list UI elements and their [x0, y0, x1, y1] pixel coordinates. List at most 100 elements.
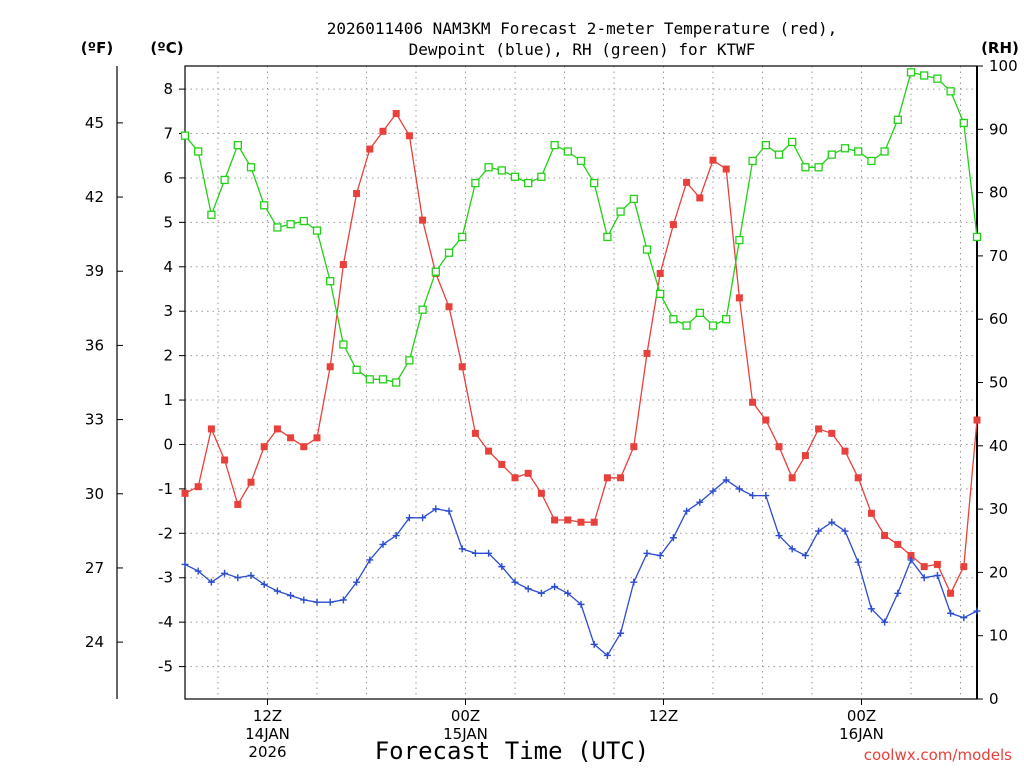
- fahrenheit-tick-label: 42: [85, 188, 104, 206]
- rh-point: [576, 156, 586, 166]
- temperature-point: [537, 489, 545, 497]
- rh-point: [418, 305, 427, 314]
- dewpoint-point: [445, 507, 453, 515]
- rh-point: [550, 140, 559, 150]
- dewpoint-point: [947, 609, 955, 617]
- temperature-point: [366, 145, 374, 153]
- rh-point: [840, 144, 850, 153]
- temperature-point: [181, 489, 189, 497]
- rh-point: [260, 201, 269, 210]
- rh-tick-label: 40: [989, 437, 1008, 455]
- rh-point: [510, 172, 520, 181]
- dewpoint-point: [379, 540, 387, 548]
- rh-tick-label: 20: [989, 563, 1008, 581]
- rh-point: [827, 150, 836, 159]
- rh-tick-label: 0: [989, 690, 999, 708]
- temperature-point: [194, 483, 202, 491]
- temperature-point: [326, 363, 334, 371]
- dewpoint-point: [366, 556, 374, 564]
- dewpoint-point: [735, 485, 743, 493]
- dewpoint-point: [960, 614, 968, 622]
- temperature-point: [564, 516, 572, 524]
- temperature-point: [788, 474, 796, 482]
- rh-point: [392, 378, 401, 387]
- fahrenheit-tick-label: 36: [85, 336, 104, 354]
- dewpoint-point: [828, 518, 836, 526]
- temperature-point: [247, 478, 255, 486]
- dewpoint-point: [221, 569, 229, 577]
- temperature-point: [392, 110, 400, 118]
- temperature-point: [801, 452, 809, 460]
- dewpoint-point: [432, 505, 440, 513]
- rh-point: [299, 216, 308, 226]
- temperature-point: [630, 443, 638, 451]
- rh-point: [735, 235, 744, 245]
- rh-point: [378, 375, 388, 384]
- rh-point: [220, 175, 229, 185]
- dewpoint-point: [643, 549, 651, 557]
- dewpoint-point: [775, 532, 783, 540]
- temperature-point: [221, 456, 229, 464]
- temperature-point: [907, 552, 915, 560]
- dewpoint-point: [656, 552, 664, 560]
- temperature-point: [828, 429, 836, 437]
- fahrenheit-tick-label: 45: [85, 114, 104, 132]
- rh-point: [920, 71, 929, 80]
- dewpoint-point: [696, 498, 704, 506]
- temperature-point: [524, 469, 532, 477]
- temperature-point: [603, 474, 611, 482]
- temperature-point: [287, 434, 295, 442]
- temperature-point: [669, 221, 677, 229]
- dewpoint-point: [181, 560, 189, 568]
- rh-axis-ticks: 0 10 20 30 40 50 60 70 80 90 100: [977, 57, 1018, 708]
- rh-point: [444, 248, 454, 257]
- dewpoint-point: [300, 596, 308, 604]
- dewpoint-point: [881, 618, 889, 626]
- rh-point: [286, 220, 295, 229]
- time-tick-label: 12Z: [253, 707, 282, 725]
- dewpoint-point: [207, 578, 215, 586]
- temperature-point: [551, 516, 559, 524]
- temperature-point: [947, 589, 955, 597]
- temperature-point: [273, 425, 281, 433]
- temperature-point: [234, 500, 242, 508]
- dewpoint-point: [973, 607, 981, 615]
- fahrenheit-unit-label: (ºF): [81, 39, 113, 57]
- temperature-point: [419, 216, 427, 224]
- dewpoint-point: [339, 596, 347, 604]
- dewpoint-point: [815, 527, 823, 535]
- dewpoint-point: [683, 507, 691, 515]
- rh-point: [656, 289, 665, 299]
- dewpoint-point: [498, 563, 506, 571]
- celsius-tick-label: 4: [163, 258, 173, 276]
- temperature-point: [815, 425, 823, 433]
- dewpoint-point: [854, 558, 862, 566]
- rh-point: [180, 131, 190, 140]
- dewpoint-point: [894, 589, 902, 597]
- temperature-point: [735, 294, 743, 302]
- dewpoint-point: [287, 591, 295, 599]
- temperature-point: [881, 532, 889, 540]
- rh-point: [458, 232, 467, 242]
- rh-point: [814, 163, 823, 172]
- dewpoint-point: [537, 589, 545, 597]
- rh-point: [682, 321, 691, 330]
- dewpoint-point: [524, 585, 532, 593]
- temperature-point: [841, 447, 849, 455]
- rh-tick-label: 90: [989, 120, 1008, 138]
- temperature-point: [762, 416, 770, 424]
- rh-point: [801, 163, 810, 172]
- rh-point: [194, 147, 203, 156]
- grid-lines: [185, 66, 977, 699]
- rh-point: [642, 245, 652, 254]
- rh-point: [774, 150, 784, 159]
- temperature-point: [854, 474, 862, 482]
- dewpoint-point: [485, 549, 493, 557]
- rh-point: [603, 232, 612, 242]
- temperature-point: [960, 563, 968, 571]
- temperature-point: [458, 363, 466, 371]
- year-tick-label: 2026: [248, 743, 286, 761]
- dewpoint-point: [392, 532, 400, 540]
- celsius-tick-label: 8: [163, 80, 173, 98]
